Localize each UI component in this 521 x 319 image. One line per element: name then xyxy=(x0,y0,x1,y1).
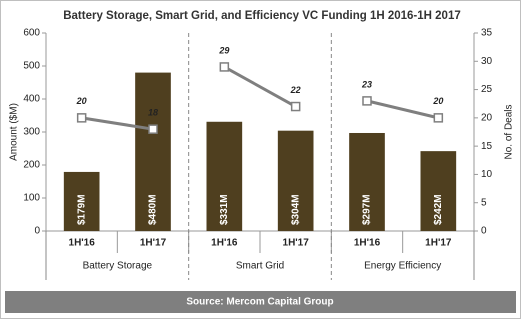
deal-label: 29 xyxy=(218,45,229,55)
y2-tick-label: 30 xyxy=(481,56,493,67)
deal-line xyxy=(366,99,439,120)
x-tick-label: 1H'17 xyxy=(140,238,167,249)
bar-value-label: $480M xyxy=(148,194,159,225)
y2-tick-label: 5 xyxy=(481,197,487,208)
chart-title: Battery Storage, Smart Grid, and Efficie… xyxy=(63,10,461,22)
y2-tick-label: 15 xyxy=(481,141,493,152)
deal-label: 18 xyxy=(148,108,158,118)
y-tick-label: 300 xyxy=(23,127,40,138)
bar xyxy=(135,72,171,231)
y-tick-label: 500 xyxy=(23,61,40,72)
x-tick-label: 1H'16 xyxy=(211,238,238,249)
group-label: Smart Grid xyxy=(236,261,284,272)
bar xyxy=(420,151,457,231)
bar xyxy=(63,171,100,231)
y2-tick-label: 35 xyxy=(481,28,493,39)
bar xyxy=(349,132,385,231)
y2-tick-label: 10 xyxy=(481,169,493,180)
source-text: Source: Mercom Capital Group xyxy=(186,297,333,308)
deal-label: 23 xyxy=(361,79,372,89)
group-label: Battery Storage xyxy=(83,261,153,272)
y2-tick-label: 20 xyxy=(481,112,493,123)
y-tick-label: 200 xyxy=(23,160,40,171)
deal-line xyxy=(81,116,154,131)
bar-value-label: $179M xyxy=(76,194,87,225)
x-tick-label: 1H'17 xyxy=(283,238,310,249)
deal-label: 22 xyxy=(290,85,301,95)
x-tick-label: 1H'16 xyxy=(69,238,96,249)
deal-label: 20 xyxy=(76,96,87,106)
x-tick-label: 1H'17 xyxy=(425,238,452,249)
deal-label: 20 xyxy=(432,96,443,106)
y2-axis-label: No. of Deals xyxy=(504,104,515,159)
deal-marker xyxy=(362,96,372,106)
group-label: Energy Efficiency xyxy=(364,261,441,272)
deal-marker xyxy=(76,113,87,123)
bar-value-label: $331M xyxy=(219,194,230,225)
y2-tick-label: 25 xyxy=(481,84,493,95)
source-bar xyxy=(5,291,516,313)
y2-tick-label: 0 xyxy=(481,226,487,237)
bar-value-label: $304M xyxy=(290,194,301,225)
y-tick-label: 400 xyxy=(23,94,40,105)
bar xyxy=(206,121,243,231)
bar xyxy=(277,130,314,231)
y-tick-label: 600 xyxy=(23,28,40,39)
y-tick-label: 0 xyxy=(34,226,40,237)
x-tick-label: 1H'16 xyxy=(354,238,381,249)
deal-marker xyxy=(433,113,444,123)
deal-line xyxy=(223,65,297,108)
bar-value-label: $242M xyxy=(433,194,444,225)
y-tick-label: 100 xyxy=(23,193,40,204)
deal-marker xyxy=(290,101,301,112)
deal-marker xyxy=(148,124,158,134)
deal-marker xyxy=(219,62,230,72)
y-axis-label: Amount ($M) xyxy=(9,103,20,161)
bar-value-label: $297M xyxy=(362,194,373,225)
